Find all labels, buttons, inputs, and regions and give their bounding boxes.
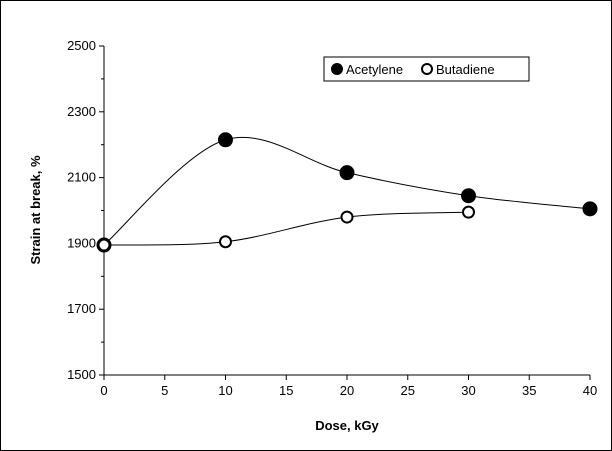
x-tick-label: 5 <box>161 383 168 398</box>
x-tick-label: 35 <box>522 383 536 398</box>
data-point-butadiene <box>219 235 232 249</box>
series-line-acetylene <box>103 136 591 246</box>
y-tick-label: 1500 <box>67 367 96 382</box>
x-tick-label: 20 <box>340 383 354 398</box>
y-tick-label: 1900 <box>67 235 96 250</box>
series-points <box>96 132 598 253</box>
data-point-butadiene <box>97 238 111 252</box>
x-tick-label: 25 <box>401 383 415 398</box>
legend-marker-butadiene <box>421 63 433 75</box>
data-point-acetylene <box>339 165 355 181</box>
axes: 1500 1700 1900 2100 2300 2500 0 5 10 15 20 25 30 35 40 <box>67 38 597 398</box>
y-axis-title: Strain at break, % <box>28 155 43 265</box>
x-tick-label: 30 <box>461 383 475 398</box>
legend-label-acetylene: Acetylene <box>346 62 403 77</box>
series-lines <box>103 136 591 246</box>
y-tick-label: 2500 <box>67 38 96 53</box>
data-point-butadiene <box>340 210 354 224</box>
series-line-butadiene <box>103 211 469 246</box>
data-point-acetylene <box>218 132 233 148</box>
x-axis-title: Dose, kGy <box>315 418 379 433</box>
y-tick-label: 2300 <box>67 104 96 119</box>
x-tick-label: 40 <box>583 383 597 398</box>
data-point-butadiene <box>462 205 475 219</box>
y-tick-label: 1700 <box>67 301 96 316</box>
y-tick-label: 2100 <box>67 170 96 185</box>
legend: Acetylene Butadiene <box>323 56 530 82</box>
legend-marker-acetylene <box>331 63 343 75</box>
x-tick-label: 0 <box>100 383 107 398</box>
data-point-acetylene <box>582 201 598 217</box>
x-tick-label: 10 <box>218 383 232 398</box>
legend-label-butadiene: Butadiene <box>436 62 495 77</box>
x-tick-label: 15 <box>279 383 293 398</box>
data-point-acetylene <box>461 188 476 204</box>
